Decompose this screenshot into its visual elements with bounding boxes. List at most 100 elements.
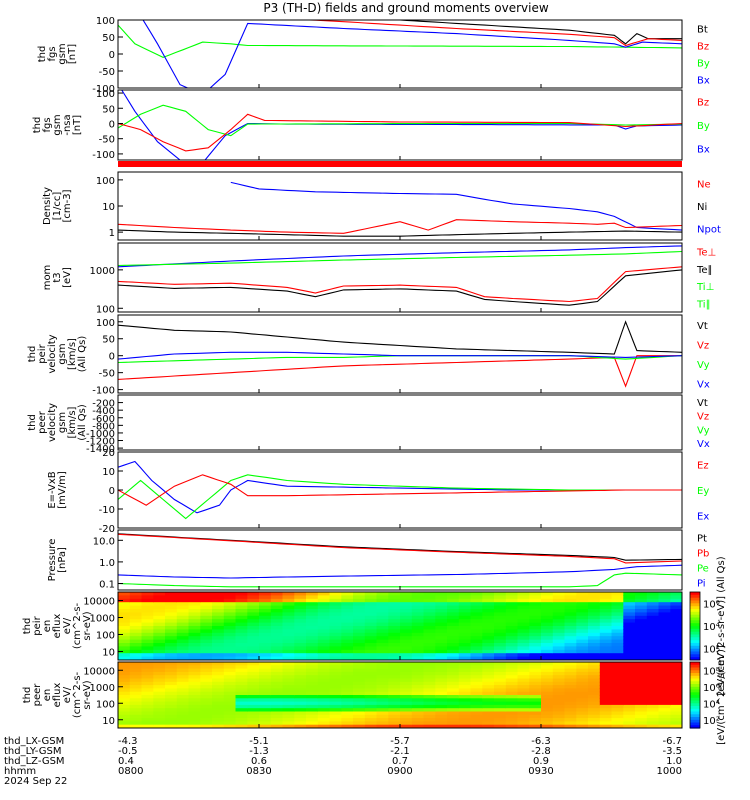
spectrogram-cell xyxy=(458,714,472,719)
spectrogram-cell xyxy=(517,646,530,651)
spectrogram-cell xyxy=(223,629,237,634)
spectrogram-cell xyxy=(176,619,190,624)
spectrogram-cell xyxy=(247,598,260,603)
spectrogram-cell xyxy=(400,649,413,654)
spectrogram-cell xyxy=(282,704,295,709)
spectrogram-cell xyxy=(153,704,166,709)
spectrogram-cell xyxy=(505,708,519,713)
x-tick-label: 0800 xyxy=(118,766,143,777)
spectrogram-cell xyxy=(447,598,460,603)
spectrogram-cell xyxy=(470,671,483,676)
spectrogram-cell xyxy=(259,675,272,680)
spectrogram-cell xyxy=(118,691,131,696)
spectrogram-cell xyxy=(176,595,190,600)
spectrogram-cell xyxy=(435,668,448,673)
spectrogram-cell xyxy=(329,668,342,673)
y-axis-label: -nsa xyxy=(62,114,73,135)
spectrogram-cell xyxy=(505,592,519,596)
spectrogram-cell xyxy=(329,609,342,613)
spectrogram-cell xyxy=(141,681,154,686)
spectrogram-cell xyxy=(529,668,542,673)
spectrogram-cell xyxy=(353,622,366,627)
spectrogram-cell xyxy=(529,695,542,699)
spectrogram-cell xyxy=(141,626,154,630)
spectrogram-cell xyxy=(447,643,460,647)
spectrogram-cell xyxy=(517,662,530,666)
spectrogram-cell xyxy=(153,643,166,647)
spectrogram-cell xyxy=(282,595,295,600)
spectrogram-cell xyxy=(176,609,190,613)
spectrogram-cell xyxy=(247,678,260,683)
spectrogram-cell xyxy=(388,629,401,634)
legend-label: Bz xyxy=(697,42,709,53)
spectrogram-cell xyxy=(564,714,577,719)
spectrogram-cell xyxy=(447,685,460,689)
spectrogram-cell xyxy=(623,685,636,689)
spectrogram-cell xyxy=(129,678,143,683)
spectrogram-cell xyxy=(423,656,436,660)
y-axis-label: [km/s] xyxy=(67,406,78,438)
spectrogram-cell xyxy=(435,639,448,644)
spectrogram-cell xyxy=(646,622,660,627)
spectrogram-cell xyxy=(611,718,624,722)
spectrogram-cell xyxy=(564,609,577,613)
spectrogram-cell xyxy=(588,602,601,607)
spectrogram-cell xyxy=(505,649,519,654)
spectrogram-cell xyxy=(588,612,601,617)
colorbar-swatch xyxy=(690,623,700,627)
spectrogram-cell xyxy=(529,688,542,693)
spectrogram-cell xyxy=(364,704,378,709)
spectrogram-cell xyxy=(599,632,613,637)
legend-label: Ne xyxy=(697,179,711,190)
spectrogram-cell xyxy=(458,656,472,660)
spectrogram-cell xyxy=(576,649,589,654)
x-tick-label: -2.1 xyxy=(390,746,410,757)
spectrogram-cell xyxy=(118,649,131,654)
colorbar-swatch xyxy=(690,645,700,650)
spectrogram-cell xyxy=(541,626,554,630)
spectrogram-cell xyxy=(529,626,542,630)
spectrogram-cell xyxy=(658,711,671,716)
spectrogram-cell xyxy=(541,718,554,722)
spectrogram-cell xyxy=(270,598,284,603)
y-tick-label: 100 xyxy=(96,631,115,642)
spectrogram-cell xyxy=(376,615,389,620)
series-line-Bt xyxy=(390,20,682,45)
spectrogram-cell xyxy=(306,711,319,716)
colorbar-swatch xyxy=(690,708,700,713)
colorbar-swatch xyxy=(690,675,700,680)
spectrogram-cell xyxy=(599,643,613,647)
spectrogram-cell xyxy=(635,626,648,630)
spectrogram-cell xyxy=(141,724,154,728)
spectrogram-cell xyxy=(599,668,613,673)
spectrogram-cell xyxy=(658,612,671,617)
spectrogram-cell xyxy=(153,626,166,630)
spectrogram-cell xyxy=(623,671,636,676)
spectrogram-cell xyxy=(588,598,601,603)
spectrogram-cell xyxy=(341,646,354,651)
spectrogram-cell xyxy=(294,688,307,693)
spectrogram-cell xyxy=(458,595,472,600)
spectrogram-cell xyxy=(470,609,483,613)
spectrogram-cell xyxy=(588,609,601,613)
spectrogram-cell xyxy=(564,612,577,617)
spectrogram-cell xyxy=(470,656,483,660)
spectrogram-cell xyxy=(176,685,190,689)
colorbar-swatch xyxy=(690,614,700,618)
spectrogram-cell xyxy=(388,675,401,680)
spectrogram-cell xyxy=(435,665,448,670)
spectrogram-cell xyxy=(423,595,436,600)
spectrogram-cell xyxy=(541,632,554,637)
spectrogram-cell xyxy=(317,598,331,603)
spectrogram-cell xyxy=(576,619,589,624)
spectrogram-cell xyxy=(611,656,624,660)
spectrogram-cell xyxy=(153,598,166,603)
spectrogram-cell xyxy=(494,721,507,726)
spectrogram-cell xyxy=(494,718,507,722)
spectrogram-cell xyxy=(212,704,225,709)
spectrogram-cell xyxy=(153,711,166,716)
spectrogram-cell xyxy=(317,704,331,709)
spectrogram-cell xyxy=(176,612,190,617)
spectrogram-cell xyxy=(165,619,178,624)
spectrogram-cell xyxy=(341,711,354,716)
